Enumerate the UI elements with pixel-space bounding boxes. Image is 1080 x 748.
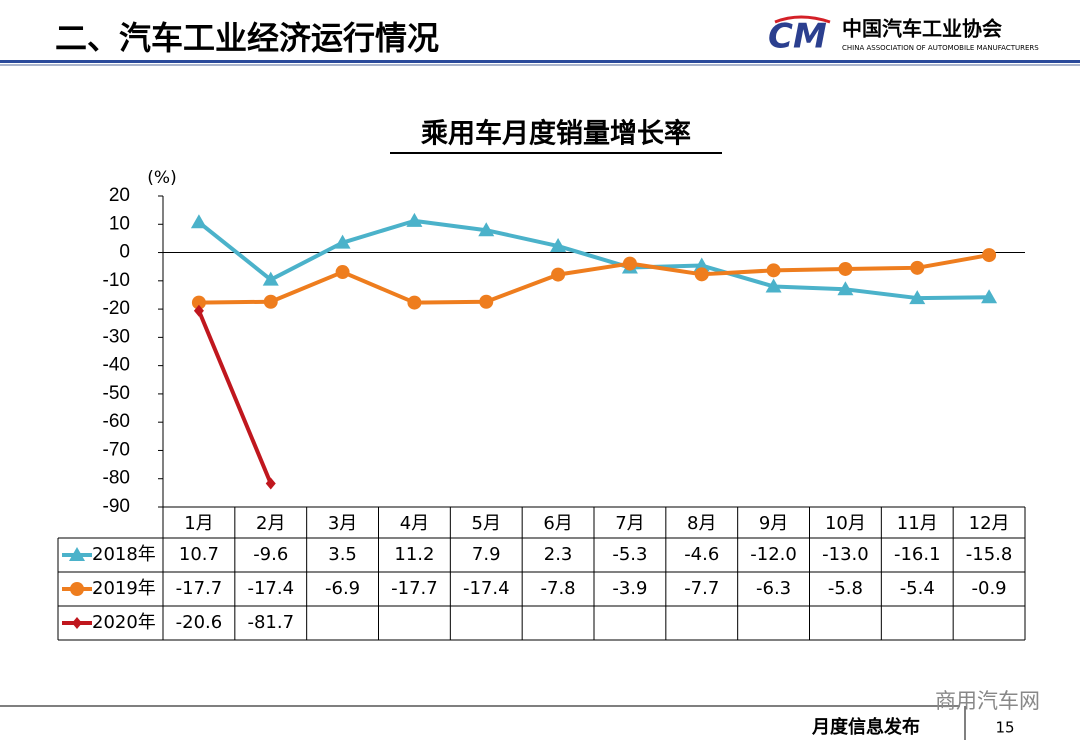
marker xyxy=(193,304,204,317)
footer-section: 月度信息发布 xyxy=(811,716,920,738)
y-tick-label: 10 xyxy=(109,213,130,234)
marker xyxy=(334,234,351,249)
marker xyxy=(551,267,566,282)
table-value: -7.7 xyxy=(684,578,719,599)
marker xyxy=(982,248,997,263)
slide-title: 二、汽车工业经济运行情况 xyxy=(55,19,439,57)
marker xyxy=(694,267,709,282)
y-tick-label: -20 xyxy=(103,298,130,319)
marker xyxy=(406,212,423,227)
logo-swoosh xyxy=(774,15,831,24)
table-value: -81.7 xyxy=(247,612,294,633)
table-value: -17.4 xyxy=(247,578,294,599)
marker xyxy=(766,263,781,278)
table-value: -17.7 xyxy=(391,578,438,599)
header-rule-shadow xyxy=(0,64,1080,66)
table-value: -4.6 xyxy=(684,544,719,565)
x-tick-label: 12月 xyxy=(969,513,1010,534)
org-name: 中国汽车工业协会 xyxy=(842,17,1002,41)
logo-mark: CM xyxy=(768,17,827,57)
marker xyxy=(693,257,710,272)
marker xyxy=(263,294,278,309)
marker xyxy=(479,294,494,309)
watermark: 商用汽车网 xyxy=(935,689,1040,713)
x-tick-label: 2月 xyxy=(256,513,285,534)
table-value: -20.6 xyxy=(176,612,223,633)
legend-label: 2020年 xyxy=(92,612,156,633)
marker xyxy=(837,281,854,296)
legend-marker xyxy=(69,547,85,561)
x-tick-label: 9月 xyxy=(759,513,788,534)
legend-marker xyxy=(70,582,84,596)
x-tick-label: 3月 xyxy=(328,513,357,534)
table-value: -17.7 xyxy=(176,578,223,599)
table-value: 7.9 xyxy=(472,544,501,565)
table-value: 11.2 xyxy=(394,544,434,565)
x-tick-label: 11月 xyxy=(897,513,938,534)
y-tick-label: -40 xyxy=(103,355,130,376)
legend-marker xyxy=(72,617,82,629)
x-tick-label: 6月 xyxy=(543,513,572,534)
y-tick-label: 0 xyxy=(119,242,130,263)
table-value: -16.1 xyxy=(894,544,941,565)
table-value: 10.7 xyxy=(179,544,219,565)
series-line xyxy=(198,253,990,305)
table-value: -5.4 xyxy=(900,578,935,599)
marker xyxy=(981,289,998,304)
table-value: -5.3 xyxy=(612,544,647,565)
marker xyxy=(838,261,853,276)
table-value: -3.9 xyxy=(612,578,647,599)
marker xyxy=(262,271,279,286)
x-tick-label: 4月 xyxy=(400,513,429,534)
table-value: -7.8 xyxy=(541,578,576,599)
y-tick-label: -70 xyxy=(103,439,130,460)
x-tick-label: 5月 xyxy=(472,513,501,534)
series-line xyxy=(197,310,273,485)
table-value: -0.9 xyxy=(972,578,1007,599)
y-tick-label: 20 xyxy=(109,185,130,206)
marker xyxy=(335,265,350,280)
table-value: -12.0 xyxy=(750,544,797,565)
marker xyxy=(910,260,925,275)
table-value: 3.5 xyxy=(328,544,357,565)
table-value: -15.8 xyxy=(966,544,1013,565)
marker xyxy=(909,290,926,305)
table-value: -5.8 xyxy=(828,578,863,599)
marker xyxy=(478,222,495,237)
y-tick-label: -60 xyxy=(103,411,130,432)
y-tick-label: -80 xyxy=(103,468,130,489)
series-line xyxy=(197,218,990,301)
table-value: -6.3 xyxy=(756,578,791,599)
x-tick-label: 7月 xyxy=(615,513,644,534)
chart-title: 乘用车月度销量增长率 xyxy=(420,118,691,150)
y-tick-label: -10 xyxy=(103,270,130,291)
marker xyxy=(407,295,422,310)
legend-label: 2019年 xyxy=(92,578,156,599)
x-tick-label: 8月 xyxy=(687,513,716,534)
legend-label: 2018年 xyxy=(92,544,156,565)
marker xyxy=(190,214,207,229)
y-tick-label: -90 xyxy=(103,496,130,517)
marker xyxy=(191,295,206,310)
marker xyxy=(622,256,637,271)
header-rule xyxy=(0,60,1080,63)
y-tick-label: -30 xyxy=(103,326,130,347)
table-value: -9.6 xyxy=(253,544,288,565)
org-name-en: CHINA ASSOCIATION OF AUTOMOBILE MANUFACT… xyxy=(842,44,1039,52)
y-unit: (%) xyxy=(147,168,176,188)
table-value: -17.4 xyxy=(463,578,510,599)
marker xyxy=(265,477,276,490)
table-value: -13.0 xyxy=(822,544,869,565)
x-tick-label: 1月 xyxy=(184,513,213,534)
y-tick-label: -50 xyxy=(103,383,130,404)
marker xyxy=(550,238,567,253)
marker xyxy=(765,278,782,293)
page-number: 15 xyxy=(995,719,1014,737)
table-value: 2.3 xyxy=(544,544,573,565)
table-value: -6.9 xyxy=(325,578,360,599)
x-tick-label: 10月 xyxy=(825,513,866,534)
